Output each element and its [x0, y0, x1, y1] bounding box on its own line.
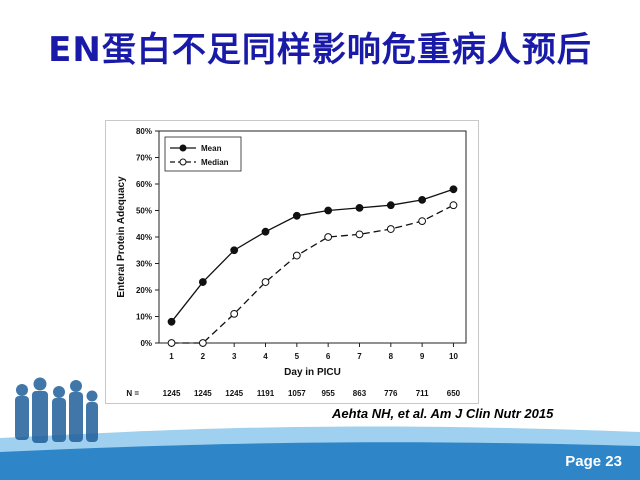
- y-tick-label: 40%: [136, 233, 152, 242]
- n-value: 776: [384, 389, 398, 398]
- n-row-label: N =: [126, 389, 139, 398]
- legend-label: Mean: [201, 144, 222, 153]
- data-point-mean: [167, 317, 176, 326]
- data-point-mean: [198, 278, 207, 286]
- data-point-mean: [324, 206, 333, 215]
- series-line-median: [171, 204, 454, 344]
- data-point-mean: [355, 203, 364, 212]
- y-tick-label: 80%: [136, 127, 152, 136]
- people-silhouettes-icon: [15, 377, 98, 443]
- line-chart: 0% 10% 20% 30% 40% 50% 60% 70% 80% 1 2 3 4 5 6 7 8 9 10 Day…: [116, 127, 467, 398]
- data-point-median: [198, 339, 207, 347]
- legend-box: [164, 136, 242, 172]
- data-point-median: [261, 278, 270, 286]
- x-tick-label: 4: [263, 352, 268, 361]
- x-tick-label: 5: [295, 352, 300, 361]
- y-tick-label: 0%: [140, 339, 152, 348]
- citation: Aehta NH, et al. Am J Clin Nutr 2015: [332, 406, 554, 421]
- series-line-mean: [171, 188, 454, 323]
- x-axis-title: Day in PICU: [284, 367, 341, 378]
- y-tick-label: 10%: [136, 313, 152, 322]
- data-point-median: [418, 217, 427, 225]
- chart-panel: 0% 10% 20% 30% 40% 50% 60% 70% 80% 1 2 3 4 5 6 7 8 9 10 Day…: [105, 120, 479, 404]
- data-point-median: [355, 230, 364, 239]
- n-value: 711: [416, 389, 429, 398]
- data-point-median: [449, 201, 458, 210]
- y-tick-label: 70%: [136, 154, 152, 163]
- x-tick-label: 6: [326, 352, 331, 361]
- data-point-median: [324, 233, 333, 241]
- n-value: 1245: [225, 389, 243, 398]
- x-tick-label: 3: [232, 352, 237, 361]
- data-point-mean: [386, 201, 395, 210]
- y-tick-label: 60%: [136, 180, 152, 189]
- legend: Mean Median: [164, 136, 242, 172]
- x-tick-label: 10: [449, 352, 458, 361]
- n-value: 863: [353, 389, 367, 398]
- footer-decoration: [0, 377, 640, 480]
- data-point-mean: [230, 246, 239, 255]
- data-point-mean: [418, 196, 427, 204]
- x-tick-label: 2: [201, 352, 206, 361]
- data-point-mean: [261, 227, 270, 236]
- n-value: 1245: [163, 389, 181, 398]
- x-tick-label: 7: [357, 352, 362, 361]
- data-point-median: [167, 339, 176, 347]
- x-tick-label: 8: [389, 352, 394, 361]
- data-point-median: [230, 309, 239, 318]
- data-point-mean: [292, 211, 301, 220]
- legend-label: Median: [201, 158, 229, 167]
- y-tick-label: 30%: [136, 260, 152, 269]
- x-tick-label: 1: [169, 352, 174, 361]
- n-value: 1245: [194, 389, 212, 398]
- y-axis-title: Enteral Protein Adequacy: [116, 176, 127, 298]
- y-tick-label: 20%: [136, 286, 152, 295]
- legend-marker: [179, 144, 187, 152]
- data-point-mean: [449, 185, 458, 194]
- footer-band: [0, 442, 640, 480]
- page-number: Page 23: [565, 453, 622, 470]
- data-point-median: [292, 251, 301, 260]
- slide-title: EN蛋白不足同样影响危重病人预后: [48, 30, 592, 70]
- n-value: 650: [447, 389, 461, 398]
- y-tick-label: 50%: [136, 207, 152, 216]
- n-value: 955: [321, 389, 335, 398]
- data-point-median: [386, 225, 395, 233]
- n-value: 1057: [288, 389, 306, 398]
- legend-marker: [179, 158, 187, 166]
- x-tick-label: 9: [420, 352, 425, 361]
- n-value: 1191: [257, 389, 275, 398]
